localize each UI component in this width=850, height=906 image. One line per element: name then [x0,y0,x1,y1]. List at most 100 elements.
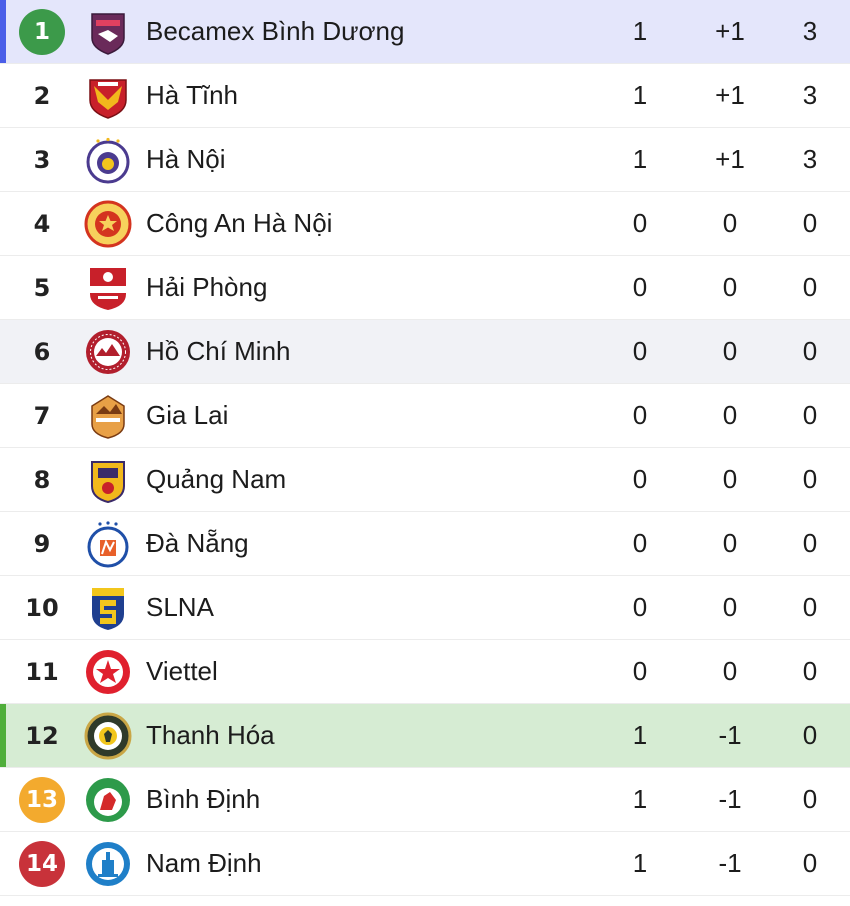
team-name[interactable]: Đà Nẵng [146,528,249,558]
nam-dinh-logo [84,840,132,888]
rank-cell: 14 [0,840,84,887]
goal-diff-cell: +1 [715,16,745,46]
goal-diff-cell: 0 [722,400,738,430]
table-row[interactable]: 1 Becamex Bình Dương 1 +1 3 [0,0,850,64]
row-accent [0,0,6,63]
table-row[interactable]: 8 Quảng Nam 0 0 0 [0,448,850,512]
gia-lai-logo [84,392,132,440]
rank-cell: 10 [0,594,84,622]
table-row[interactable]: 14 Nam Định 1 -1 0 [0,832,850,896]
goal-diff-cell: +1 [715,80,745,110]
rank-cell: 2 [0,82,84,110]
table-row[interactable]: 7 Gia Lai 0 0 0 [0,384,850,448]
row-accent [0,704,6,767]
rank-badge: 1 [19,8,65,55]
points-cell: 0 [802,656,818,686]
rank-cell: 4 [0,210,84,238]
points-cell: 0 [802,336,818,366]
points-cell: 3 [802,144,818,174]
table-row[interactable]: 13 Bình Định 1 -1 0 [0,768,850,832]
played-cell: 0 [632,336,648,366]
team-name[interactable]: SLNA [146,592,214,622]
rank-number: 10 [25,593,59,622]
ha-tinh-logo [84,72,132,120]
team-name[interactable]: Hải Phòng [146,272,268,302]
table-row[interactable]: 11 Viettel 0 0 0 [0,640,850,704]
goal-diff-cell: 0 [722,208,738,238]
goal-diff-cell: -1 [718,784,742,814]
table-row[interactable]: 6 Hồ Chí Minh 0 0 0 [0,320,850,384]
played-cell: 1 [632,720,648,750]
played-cell: 1 [632,80,648,110]
goal-diff-cell: 0 [722,336,738,366]
points-cell: 3 [802,16,818,46]
rank-number: 5 [33,273,51,302]
played-cell: 0 [632,208,648,238]
team-name[interactable]: Gia Lai [146,400,229,430]
cong-an-ha-noi-logo [84,200,132,248]
rank-cell: 7 [0,402,84,430]
points-cell: 0 [802,848,818,878]
team-name[interactable]: Becamex Bình Dương [146,16,405,46]
team-name[interactable]: Hà Tĩnh [146,80,239,110]
points-cell: 0 [802,208,818,238]
goal-diff-cell: +1 [715,144,745,174]
rank-number: 1 [33,18,50,45]
rank-number: 12 [25,721,59,750]
team-name[interactable]: Thanh Hóa [146,720,275,750]
points-cell: 0 [802,400,818,430]
rank-number: 11 [25,657,59,686]
team-name[interactable]: Nam Định [146,848,262,878]
rank-cell: 1 [0,8,84,55]
played-cell: 0 [632,272,648,302]
rank-number: 14 [25,850,58,877]
goal-diff-cell: 0 [722,464,738,494]
rank-cell: 13 [0,776,84,823]
quang-nam-logo [84,456,132,504]
slna-logo [84,584,132,632]
rank-badge: 13 [19,776,65,823]
binh-dinh-logo [84,776,132,824]
rank-cell: 5 [0,274,84,302]
played-cell: 0 [632,400,648,430]
rank-cell: 3 [0,146,84,174]
goal-diff-cell: 0 [722,528,738,558]
played-cell: 0 [632,528,648,558]
rank-number: 7 [33,401,51,430]
table-row[interactable]: 4 Công An Hà Nội 0 0 0 [0,192,850,256]
rank-number: 4 [33,209,51,238]
team-name[interactable]: Hồ Chí Minh [146,336,291,366]
table-row[interactable]: 10 SLNA 0 0 0 [0,576,850,640]
goal-diff-cell: -1 [718,720,742,750]
points-cell: 0 [802,592,818,622]
rank-cell: 8 [0,466,84,494]
played-cell: 0 [632,656,648,686]
rank-number: 8 [33,465,51,494]
team-name[interactable]: Quảng Nam [146,464,287,494]
rank-number: 6 [33,337,51,366]
da-nang-logo [84,520,132,568]
rank-badge: 14 [19,840,65,887]
points-cell: 0 [802,784,818,814]
team-name[interactable]: Viettel [146,656,218,686]
goal-diff-cell: 0 [722,592,738,622]
table-row[interactable]: 9 Đà Nẵng 0 0 0 [0,512,850,576]
rank-number: 2 [33,81,51,110]
table-row[interactable]: 5 Hải Phòng 0 0 0 [0,256,850,320]
team-name[interactable]: Công An Hà Nội [146,208,333,238]
table-row[interactable]: 12 Thanh Hóa 1 -1 0 [0,704,850,768]
points-cell: 0 [802,464,818,494]
team-name[interactable]: Bình Định [146,784,261,814]
points-cell: 0 [802,720,818,750]
points-cell: 0 [802,272,818,302]
rank-cell: 11 [0,658,84,686]
team-name[interactable]: Hà Nội [146,144,226,174]
becamex-binh-duong-logo [84,8,132,56]
table-row[interactable]: 2 Hà Tĩnh 1 +1 3 [0,64,850,128]
goal-diff-cell: 0 [722,272,738,302]
played-cell: 1 [632,848,648,878]
table-row[interactable]: 3 Hà Nội 1 +1 3 [0,128,850,192]
ho-chi-minh-logo [84,328,132,376]
thanh-hoa-logo [84,712,132,760]
